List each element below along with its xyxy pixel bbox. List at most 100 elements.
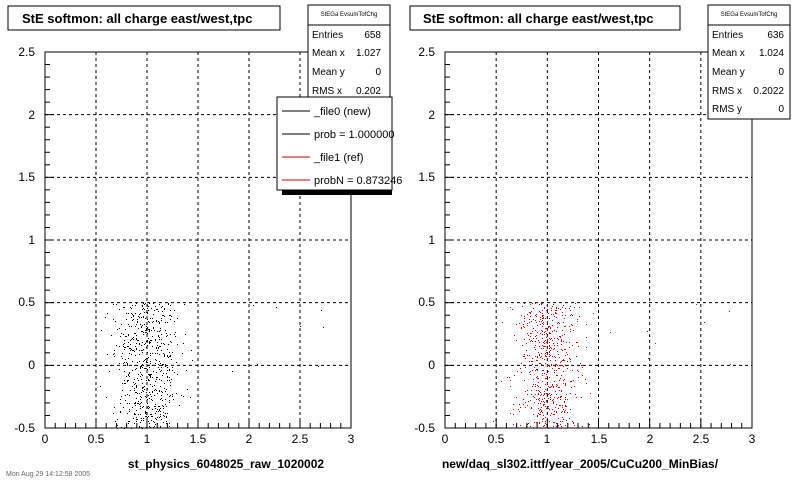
left-data-point [147,403,148,404]
left-data-point [160,408,161,409]
right-data-point [559,405,560,406]
right-data-point [573,330,574,331]
left-data-point [131,339,132,340]
right-data-point [538,413,539,414]
left-data-point [125,395,126,396]
right-data-point [543,324,544,325]
left-data-point [168,357,169,358]
left-data-point [132,386,133,387]
right-data-point [549,326,550,327]
right-data-point [560,396,561,397]
left-data-point [152,322,153,323]
left-data-point [146,416,147,417]
right-data-point [551,394,552,395]
right-data-point [549,351,550,352]
left-data-point [142,390,143,391]
right-data-point [521,315,522,316]
right-data-point [560,399,561,400]
left-data-point [136,368,137,369]
right-data-point [549,387,550,388]
left-data-point [130,344,131,345]
right-data-point [563,359,564,360]
right-data-point [562,405,563,406]
left-data-point [164,355,165,356]
right-data-point [535,394,536,395]
right-data-point [576,397,577,398]
right-data-point [564,401,565,402]
left-data-point [170,305,171,306]
left-data-point [169,402,170,403]
right-data-point [516,397,517,398]
right-data-point [563,341,564,342]
left-data-point [166,406,167,407]
left-data-point [141,327,142,328]
left-data-point [146,332,147,333]
right-data-point [535,345,536,346]
left-data-point [167,322,168,323]
right-data-point [561,412,562,413]
right-data-point [556,404,557,405]
right-data-point [533,338,534,339]
right-data-point [513,414,514,415]
left-data-point [143,361,144,362]
right-data-point [501,381,502,382]
right-data-point [562,411,563,412]
right-data-point [647,331,648,332]
left-data-point [166,389,167,390]
right-data-point [552,340,553,341]
right-stat-label: RMS x [712,86,742,97]
left-data-point [145,413,146,414]
legend-entry: _file1 (ref) [313,152,364,164]
right-data-point [539,354,540,355]
right-data-point [543,415,544,416]
left-data-point [128,374,129,375]
left-data-point [149,367,150,368]
left-data-point [124,362,125,363]
right-data-point [542,331,543,332]
right-data-point [535,303,536,304]
left-data-point [161,339,162,340]
left-data-point [149,341,150,342]
left-xtick-label: 3 [348,432,355,446]
right-data-point [546,400,547,401]
left-data-point [153,371,154,372]
right-data-point [531,333,532,334]
left-data-point [155,359,156,360]
right-data-point [544,341,545,342]
right-ytick-label: 1 [428,233,435,247]
right-data-point [569,342,570,343]
left-data-point [157,417,158,418]
left-data-point [135,313,136,314]
right-data-point [513,424,514,425]
left-ticks [44,51,352,429]
left-data-point [161,380,162,381]
left-xtick-label: 0 [42,432,49,446]
right-data-point [529,319,530,320]
left-data-point [135,305,136,306]
left-data-point [149,375,150,376]
right-data-point [520,368,521,369]
left-data-point [169,377,170,378]
left-data-point [117,329,118,330]
right-data-point [538,393,539,394]
right-data-point [562,315,563,316]
left-data-point [300,326,301,327]
right-data-point [580,363,581,364]
left-data-point [147,305,148,306]
left-data-point [138,401,139,402]
right-stats-title: StEGa EvsumTofChg [721,12,778,18]
left-data-point [175,336,176,337]
right-data-point [572,370,573,371]
right-data-point [536,314,537,315]
right-data-point [582,365,583,366]
left-data-point [138,328,139,329]
right-data-point [507,377,508,378]
left-data-point [150,384,151,385]
left-stat-value: 658 [364,30,381,41]
left-data-point [137,419,138,420]
right-data-point [550,399,551,400]
right-data-point [537,370,538,371]
right-data-point [560,337,561,338]
right-data-point [553,386,554,387]
left-data-point [141,365,142,366]
